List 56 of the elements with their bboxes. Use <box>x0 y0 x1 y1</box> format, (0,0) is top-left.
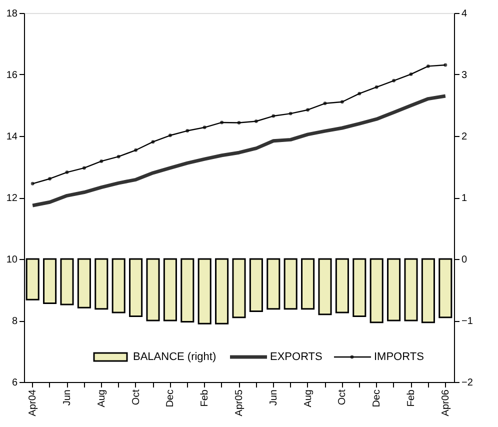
point <box>134 148 138 152</box>
legend-label: EXPORTS <box>270 351 322 363</box>
x-tick-label: Apr05 <box>234 389 245 416</box>
point <box>237 121 241 125</box>
point <box>340 100 344 104</box>
point <box>426 64 430 68</box>
point <box>444 63 448 67</box>
y2-tick-label: 0 <box>462 254 468 266</box>
y-tick-label: 12 <box>6 193 18 204</box>
y2-tick-label: −2 <box>462 378 474 388</box>
y2-tick-label: 3 <box>462 70 468 81</box>
point <box>220 120 224 124</box>
x-tick-label: Apr04 <box>28 389 39 416</box>
point <box>306 108 310 112</box>
point <box>82 166 86 170</box>
y-tick-label: 14 <box>6 132 18 142</box>
legend-label: BALANCE (right) <box>133 351 216 363</box>
x-tick-label: Feb <box>406 389 417 407</box>
y-tick-label: 18 <box>6 8 18 20</box>
point <box>288 112 292 116</box>
point <box>30 182 34 186</box>
x-tick-label: Feb <box>200 389 211 407</box>
x-tick-label: Dec <box>372 390 383 408</box>
y-tick-label: 16 <box>6 70 18 81</box>
point <box>272 114 276 118</box>
y2-tick-label: 1 <box>462 193 468 204</box>
x-tick-label: Dec <box>165 390 176 408</box>
point <box>151 140 155 144</box>
x-tick-label: Aug <box>302 390 314 408</box>
point <box>254 120 258 123</box>
x-tick-label: Oct <box>130 389 142 406</box>
point <box>323 102 327 106</box>
point <box>374 85 378 89</box>
point <box>202 126 206 130</box>
point <box>116 154 120 158</box>
x-tick-label: Oct <box>337 389 348 406</box>
x-tick-label: Aug <box>96 390 108 408</box>
y-tick-label: 8 <box>12 316 18 327</box>
point <box>409 72 413 76</box>
x-tick-label: Jun <box>268 390 280 406</box>
y2-tick-label: −1 <box>462 316 474 327</box>
point <box>100 159 104 163</box>
legend-label: IMPORTS <box>374 351 424 363</box>
x-tick-label: Apr06 <box>440 389 452 416</box>
point <box>186 129 190 132</box>
point <box>392 78 396 82</box>
y2-tick-label: 2 <box>462 132 468 142</box>
y2-tick-label: 4 <box>462 8 468 20</box>
y-tick-label: 6 <box>12 378 18 388</box>
point <box>65 170 69 174</box>
point <box>168 134 172 138</box>
x-tick-label: Jun <box>62 390 73 406</box>
line-series <box>30 94 448 208</box>
point <box>48 177 52 180</box>
y-tick-label: 10 <box>6 254 18 266</box>
point <box>358 92 362 96</box>
